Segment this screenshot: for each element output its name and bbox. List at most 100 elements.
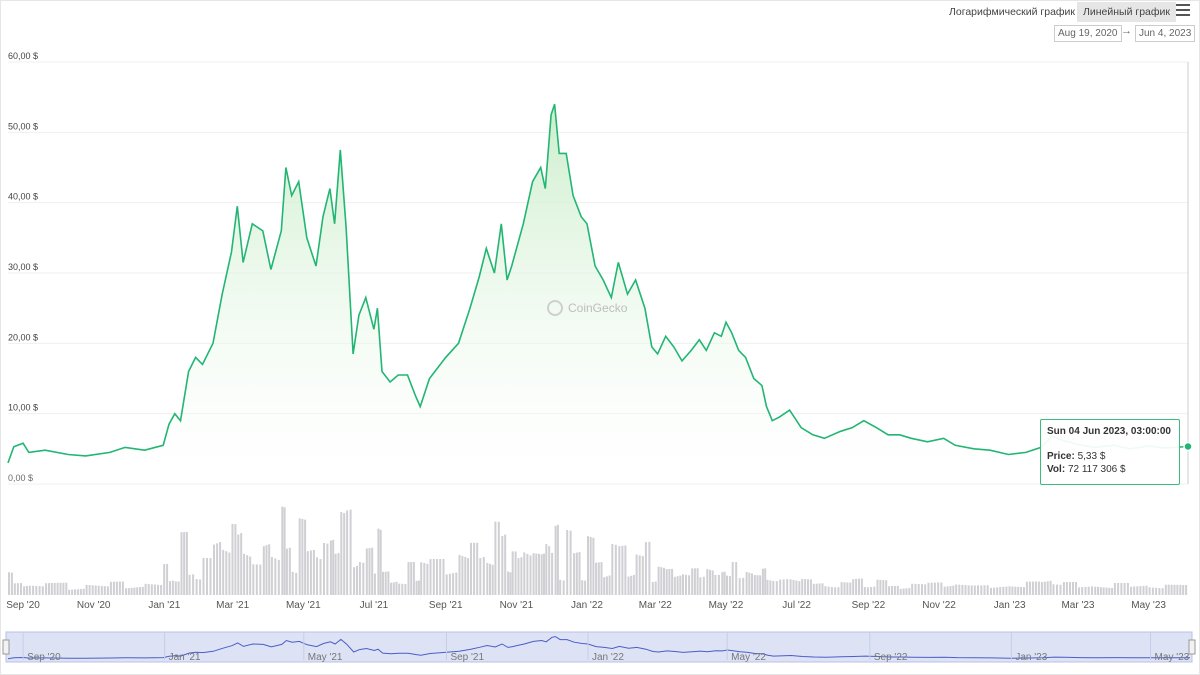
volume-bar: [195, 579, 198, 595]
volume-bar: [509, 572, 512, 595]
volume-bar: [1065, 582, 1068, 595]
volume-bar: [1130, 586, 1133, 595]
volume-bar: [373, 573, 376, 595]
volume-bar: [955, 584, 958, 595]
volume-bar: [470, 542, 472, 595]
volume-bar: [1105, 587, 1108, 595]
volume-bar: [121, 581, 124, 595]
volume-bar: [153, 584, 156, 595]
volume-bar: [529, 555, 532, 595]
date-range-arrow: →: [1121, 25, 1132, 37]
volume-bar: [840, 582, 843, 595]
volume-bar: [911, 583, 914, 595]
volume-bar: [432, 559, 435, 595]
volume-bar: [337, 553, 340, 595]
volume-bar: [209, 558, 212, 595]
volume-bar: [334, 553, 337, 595]
volume-bar: [171, 580, 174, 595]
volume-bar: [899, 588, 902, 595]
volume-bar: [706, 569, 709, 595]
volume-bar: [309, 550, 312, 595]
price-line[interactable]: [7, 103, 1189, 464]
volume-bar: [362, 562, 365, 595]
navigator-right-handle[interactable]: [1188, 639, 1196, 655]
linear-scale-button[interactable]: Линейный график: [1077, 2, 1176, 22]
volume-bar: [420, 562, 423, 595]
volume-bar: [458, 554, 461, 595]
volume-bar: [688, 575, 691, 595]
tooltip-date: Sun 04 Jun 2023, 03:00:00: [1047, 426, 1171, 437]
volume-bar: [94, 585, 97, 595]
volume-bar: [748, 572, 751, 595]
volume-bar: [53, 582, 56, 595]
navigator-tick-label: Sep '21: [450, 652, 484, 663]
volume-bar: [873, 586, 876, 595]
tooltip-vol-value: 72 117 306 $: [1067, 464, 1126, 475]
volume-bar: [180, 532, 183, 595]
volume-bar: [821, 583, 824, 595]
volume-bar: [125, 588, 127, 595]
volume-bar: [401, 583, 404, 595]
volume-bar: [584, 580, 587, 595]
date-range-end[interactable]: Jun 4, 2023: [1135, 25, 1196, 42]
volume-bar: [452, 573, 455, 595]
volume-bar: [85, 584, 88, 595]
navigator-left-handle[interactable]: [2, 639, 10, 655]
volume-bar: [543, 553, 545, 595]
volume-bar: [846, 582, 849, 595]
volume-bar: [556, 524, 559, 595]
volume-bar: [62, 582, 65, 595]
navigator-tick-label: Jan '22: [592, 652, 624, 663]
y-tick-label: 60,00 $: [8, 51, 38, 61]
volume-bar: [728, 576, 731, 595]
volume-bar: [581, 580, 584, 595]
volume-bar: [860, 578, 863, 595]
y-tick-label: 20,00 $: [8, 332, 38, 342]
navigator-tick-label: May '23: [1155, 652, 1190, 663]
volume-bar: [91, 585, 94, 595]
volume-bar: [473, 542, 476, 595]
volume-bar: [983, 585, 986, 595]
log-scale-button[interactable]: Логарифмический график: [949, 6, 1076, 18]
volume-bar: [1185, 585, 1188, 595]
hamburger-menu-icon[interactable]: [1176, 4, 1190, 16]
volume-bar: [10, 572, 13, 595]
volume-bar: [185, 532, 188, 595]
volume-bar: [766, 579, 769, 595]
volume-bar: [398, 583, 401, 595]
volume-bar: [448, 573, 451, 595]
volume-bar: [545, 544, 548, 595]
volume-bar: [1161, 588, 1164, 595]
volume-bar: [74, 589, 76, 595]
y-tick-label: 50,00 $: [8, 121, 38, 131]
volume-bar: [993, 587, 996, 595]
volume-bar: [665, 569, 668, 595]
volume-bar: [996, 587, 999, 595]
volume-bar: [573, 553, 576, 595]
y-tick-label: 40,00 $: [8, 192, 38, 202]
volume-bar: [79, 589, 82, 595]
volume-bar: [1081, 587, 1084, 595]
volume-bar: [1059, 584, 1062, 595]
volume-bar: [206, 558, 208, 595]
volume-bar: [491, 564, 494, 595]
volume-bar: [1097, 586, 1099, 595]
volume-bar: [501, 536, 504, 595]
volume-bar: [106, 586, 109, 595]
x-tick-label: May '23: [1131, 600, 1166, 611]
date-range-start[interactable]: Aug 19, 2020: [1054, 25, 1122, 42]
volume-bar: [852, 579, 855, 595]
volume-bar: [1182, 585, 1185, 595]
volume-bar: [262, 546, 265, 595]
volume-bar: [1069, 582, 1071, 595]
volume-bar: [301, 518, 304, 595]
volume-bar: [216, 543, 219, 595]
volume-bar: [726, 575, 728, 595]
volume-bar: [608, 575, 611, 595]
navigator-tick-label: Sep '22: [874, 652, 908, 663]
volume-bar: [1148, 587, 1151, 595]
volume-bar: [429, 559, 432, 595]
volume-bar: [676, 576, 679, 595]
volume-bar: [166, 563, 169, 595]
